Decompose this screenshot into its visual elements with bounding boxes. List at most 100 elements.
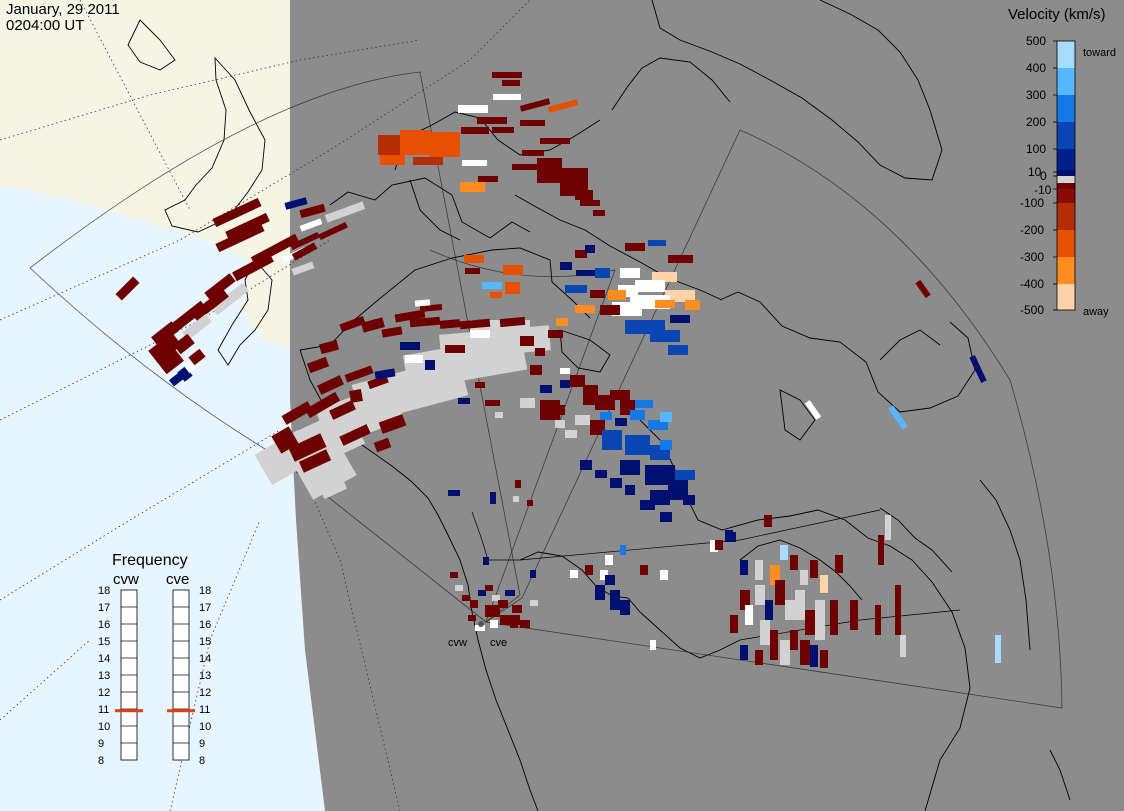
velocity-cell [556,318,568,326]
velocity-cell [630,410,645,420]
velocity-cell [605,555,613,565]
velocity-cell [520,120,545,126]
velocity-cell [380,155,405,165]
velocity-cell [211,282,249,316]
velocity-scale-swatch [1057,170,1075,176]
velocity-cell [313,465,348,500]
velocity-cell [419,304,443,312]
frequency-tick-right: 15 [199,636,211,648]
frequency-tick-right: 10 [199,721,211,733]
velocity-cell [648,420,668,430]
velocity-cell [575,415,590,425]
velocity-cell [670,315,690,323]
velocity-cell [665,290,695,302]
boundary-line [471,511,520,561]
velocity-cell [483,557,489,565]
velocity-cell [281,401,313,425]
velocity-cell [590,420,605,435]
velocity-cell [304,391,341,419]
velocity-cell [610,590,620,610]
velocity-cell [329,400,356,420]
velocity-cell [502,80,520,86]
velocity-cell [468,615,476,621]
velocity-scale-title: Velocity (km/s) [1008,6,1106,23]
frequency-column-cvw: cvw [113,571,139,588]
velocity-cell [455,585,463,591]
velocity-cell [595,268,610,278]
velocity-cell [158,349,184,375]
frequency-tick-left: 8 [98,755,104,767]
velocity-cell [535,348,545,356]
velocity-scale-swatch [1057,95,1075,122]
velocity-cell [740,590,750,610]
velocity-cell [470,600,478,608]
velocity-cell [560,368,570,374]
velocity-cell [548,330,563,338]
velocity-cell [290,231,320,251]
velocity-cell [565,285,587,293]
velocity-cell [620,600,630,615]
velocity-cell [650,330,680,342]
velocity-cell [414,299,431,307]
frequency-indicator-cve [167,709,195,713]
velocity-cell [318,221,348,241]
velocity-scale-label: -500 [1020,303,1044,317]
velocity-cell [381,326,403,338]
velocity-cell [625,485,635,495]
velocity-cell [635,280,665,292]
velocity-cell [225,212,270,241]
coastline [164,56,266,233]
velocity-cell [593,210,605,216]
velocity-cell [519,98,551,112]
velocity-cell [575,190,593,200]
velocity-cell [770,630,778,660]
velocity-scale-swatch [1057,257,1075,284]
velocity-cell [430,132,460,157]
velocity-cell [482,282,502,289]
velocity-cell [373,437,392,453]
velocity-cell [560,262,572,270]
velocity-cell [885,515,891,540]
coastline [879,329,941,361]
velocity-cell [464,255,484,263]
velocity-scale-swatch [1057,41,1075,68]
velocity-cell [620,268,640,278]
fov-cvw [29,71,521,623]
velocity-cell [560,380,570,388]
velocity-cell [425,360,435,370]
day-land-region [0,0,290,350]
radar-stations: cvw cve [448,621,507,649]
velocity-scale-swatch [1057,122,1075,149]
velocity-scale-label: 10 [1028,165,1042,179]
velocity-cell [775,580,785,605]
velocity-cell [715,540,723,550]
velocity-cell [461,127,489,134]
velocity-cell [625,243,645,251]
time-label: 0204:00 UT [6,17,85,34]
velocity-cell [660,440,672,450]
velocity-cell [795,590,805,620]
velocity-cell [615,418,627,426]
velocity-cell [585,245,595,253]
frequency-indicator-cvw [115,709,143,713]
velocity-cell [895,585,901,635]
velocity-cell [835,555,843,573]
velocity-cell [790,555,798,570]
frequency-tick-right: 12 [199,687,211,699]
velocity-cell [583,385,598,405]
grid-line [309,489,401,811]
velocity-cell [319,339,339,355]
frequency-tick-right: 14 [199,653,211,665]
velocity-scale-ground-swatch [1057,176,1075,183]
velocity-cell [620,460,640,475]
velocity-cell [590,290,605,298]
velocity-cell [324,201,366,223]
velocity-cell [520,398,535,408]
velocity-cell [490,292,502,298]
velocity-cell [459,318,491,330]
velocity-scale-swatch [1057,230,1075,257]
coastline [514,194,723,301]
coastline [779,389,816,441]
velocity-cell [512,605,522,613]
velocity-cell [600,305,620,315]
